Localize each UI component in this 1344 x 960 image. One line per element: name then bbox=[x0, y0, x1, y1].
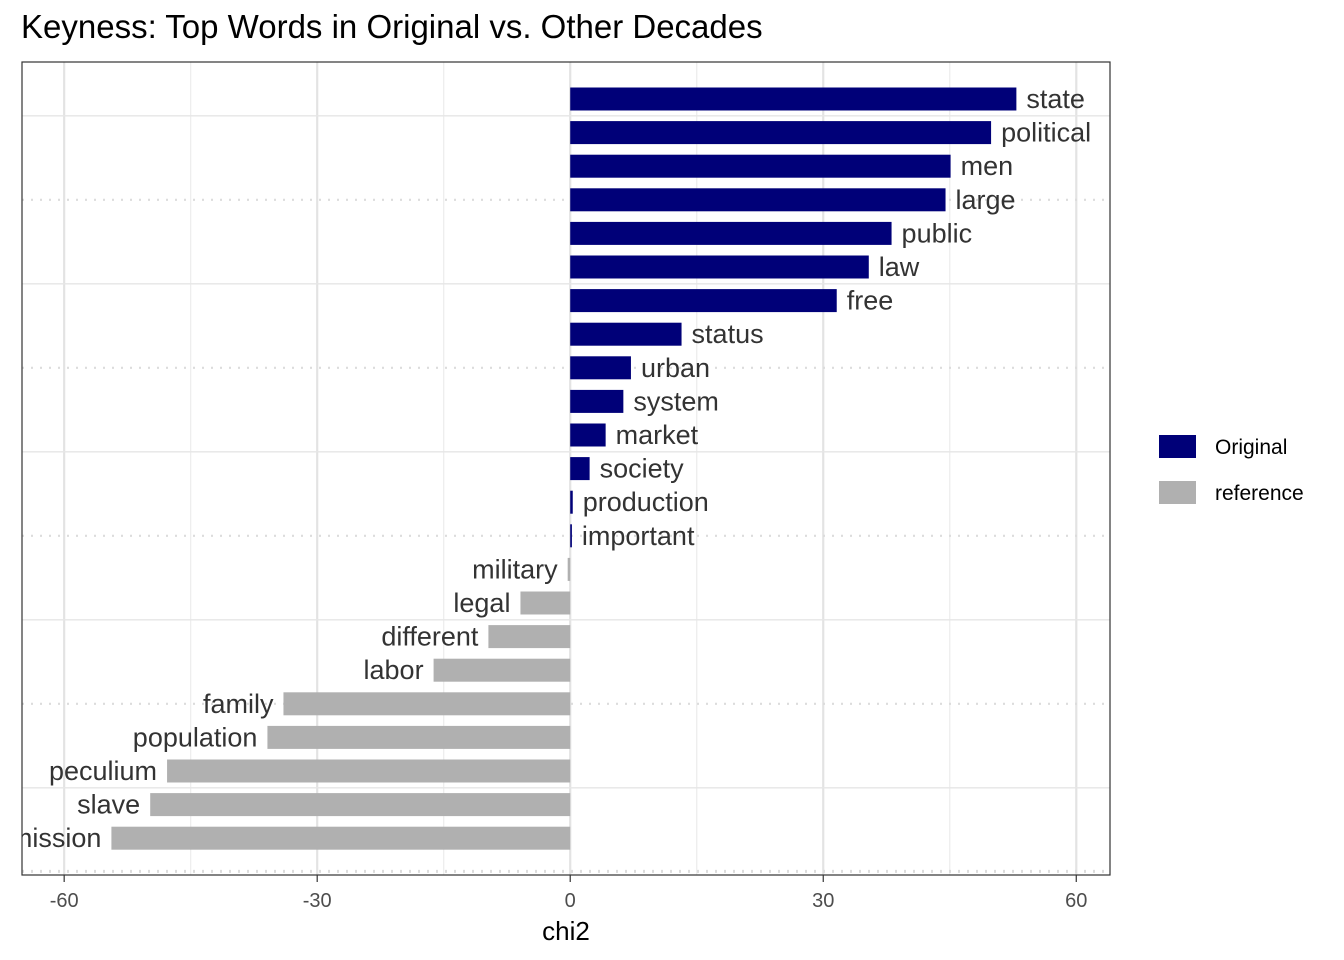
bar-peculium bbox=[167, 759, 571, 783]
bar-slave bbox=[150, 793, 571, 817]
bar-label-status: status bbox=[692, 319, 764, 349]
bar-production bbox=[570, 490, 573, 514]
bar-label-public: public bbox=[902, 218, 973, 248]
panel-border bbox=[21, 61, 1111, 876]
bar-important bbox=[570, 524, 572, 548]
bar-label-men: men bbox=[961, 151, 1014, 181]
bar-legal bbox=[520, 591, 571, 615]
bar-society bbox=[570, 457, 590, 481]
legend-key-original bbox=[1159, 435, 1196, 458]
bar-manumission bbox=[111, 826, 571, 850]
bar-political bbox=[570, 121, 992, 145]
bar-label-different: different bbox=[381, 622, 479, 652]
bar-label-peculium: peculium bbox=[49, 756, 157, 786]
x-tick-label: -30 bbox=[303, 890, 332, 912]
bar-men bbox=[570, 154, 951, 178]
bar-labor bbox=[433, 658, 571, 682]
legend-label-original: Original bbox=[1215, 436, 1287, 459]
x-axis-title: chi2 bbox=[542, 916, 590, 946]
bar-label-free: free bbox=[847, 286, 894, 316]
bar-label-society: society bbox=[600, 454, 685, 484]
legend-label-reference: reference bbox=[1215, 482, 1304, 505]
bar-status bbox=[570, 322, 682, 346]
bar-family bbox=[283, 692, 571, 716]
bar-label-production: production bbox=[583, 487, 709, 517]
bar-large bbox=[570, 188, 946, 212]
bar-label-labor: labor bbox=[364, 655, 424, 685]
bar-military bbox=[567, 557, 571, 581]
chart-title: Keyness: Top Words in Original vs. Other… bbox=[21, 8, 763, 45]
bar-label-legal: legal bbox=[453, 588, 510, 618]
bar-market bbox=[570, 423, 606, 447]
bar-label-manumission: manumission bbox=[0, 823, 101, 853]
bar-label-large: large bbox=[956, 185, 1016, 215]
x-tick-label: 30 bbox=[812, 890, 834, 912]
bar-population bbox=[267, 725, 571, 749]
legend-key-reference bbox=[1159, 481, 1196, 504]
bar-state bbox=[570, 87, 1017, 111]
bar-law bbox=[570, 255, 869, 279]
x-tick-label: 60 bbox=[1065, 890, 1087, 912]
bar-label-important: important bbox=[582, 521, 695, 551]
bar-public bbox=[570, 221, 892, 245]
bar-label-state: state bbox=[1026, 84, 1085, 114]
bar-label-system: system bbox=[633, 386, 719, 416]
bar-urban bbox=[570, 356, 631, 380]
bar-label-market: market bbox=[616, 420, 699, 450]
bar-label-political: political bbox=[1001, 118, 1091, 148]
x-tick-label: -60 bbox=[50, 890, 79, 912]
bar-label-urban: urban bbox=[641, 353, 710, 383]
bar-label-law: law bbox=[879, 252, 920, 282]
x-tick-label: 0 bbox=[565, 890, 576, 912]
bar-label-military: military bbox=[472, 554, 558, 584]
bar-label-population: population bbox=[133, 722, 258, 752]
x-axis: -60 -30 0 30 60 bbox=[50, 875, 1087, 912]
grid-lines bbox=[22, 62, 1110, 875]
bar-system bbox=[570, 389, 624, 413]
bar-label-family: family bbox=[203, 689, 274, 719]
bar-different bbox=[488, 625, 571, 649]
legend: Original reference bbox=[1159, 435, 1304, 505]
bar-label-slave: slave bbox=[77, 790, 140, 820]
bar-free bbox=[570, 289, 837, 313]
